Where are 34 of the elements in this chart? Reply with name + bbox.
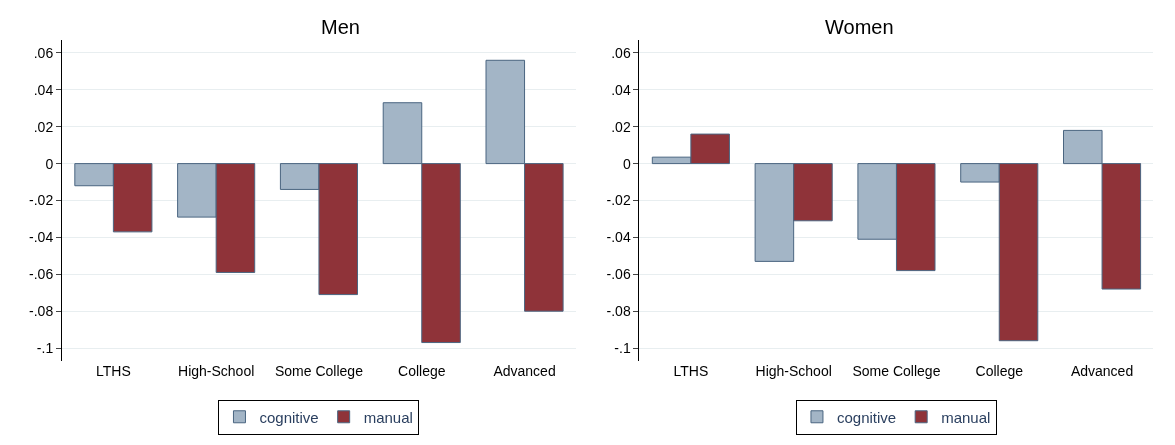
y-tick-label: 0 [45, 155, 54, 172]
x-tick-label: LTHS [673, 363, 709, 379]
y-tick-label: .04 [611, 81, 631, 98]
legend-label: cognitive [836, 408, 897, 426]
legend-label: manual [941, 408, 991, 426]
y-tick-label: 0 [622, 155, 631, 172]
y-tick-label: .04 [33, 81, 54, 98]
y-tick-label: .02 [33, 118, 54, 135]
x-tick-label: Advanced [493, 363, 556, 379]
y-tick-label: -.06 [29, 266, 54, 283]
legend-label: manual [363, 408, 413, 426]
y-tick-label: -.1 [614, 339, 631, 356]
y-tick-label: -.06 [606, 266, 631, 283]
y-tick-label: .06 [33, 44, 54, 61]
x-tick-label: LTHS [96, 363, 131, 379]
chart-title: Women [825, 16, 894, 38]
y-tick-label: -.02 [29, 192, 54, 209]
y-tick-label: -.02 [606, 192, 631, 209]
x-tick-label: Advanced [1070, 363, 1134, 379]
x-tick-label: High-School [755, 363, 832, 379]
y-tick-label: .02 [611, 118, 631, 135]
y-tick-label: .06 [611, 44, 631, 61]
x-tick-label: College [398, 363, 446, 379]
x-tick-label: Some College [275, 363, 364, 379]
y-tick-label: -.08 [606, 303, 631, 320]
y-tick-label: -.04 [29, 229, 54, 246]
y-tick-label: -.08 [29, 303, 54, 320]
legend-label: cognitive [259, 408, 319, 426]
x-tick-label: Some College [852, 363, 941, 379]
y-tick-label: -.1 [36, 339, 54, 356]
x-tick-label: College [975, 363, 1024, 379]
chart-title: Men [321, 16, 360, 38]
y-tick-label: -.04 [606, 229, 631, 246]
x-tick-label: High-School [178, 363, 255, 379]
